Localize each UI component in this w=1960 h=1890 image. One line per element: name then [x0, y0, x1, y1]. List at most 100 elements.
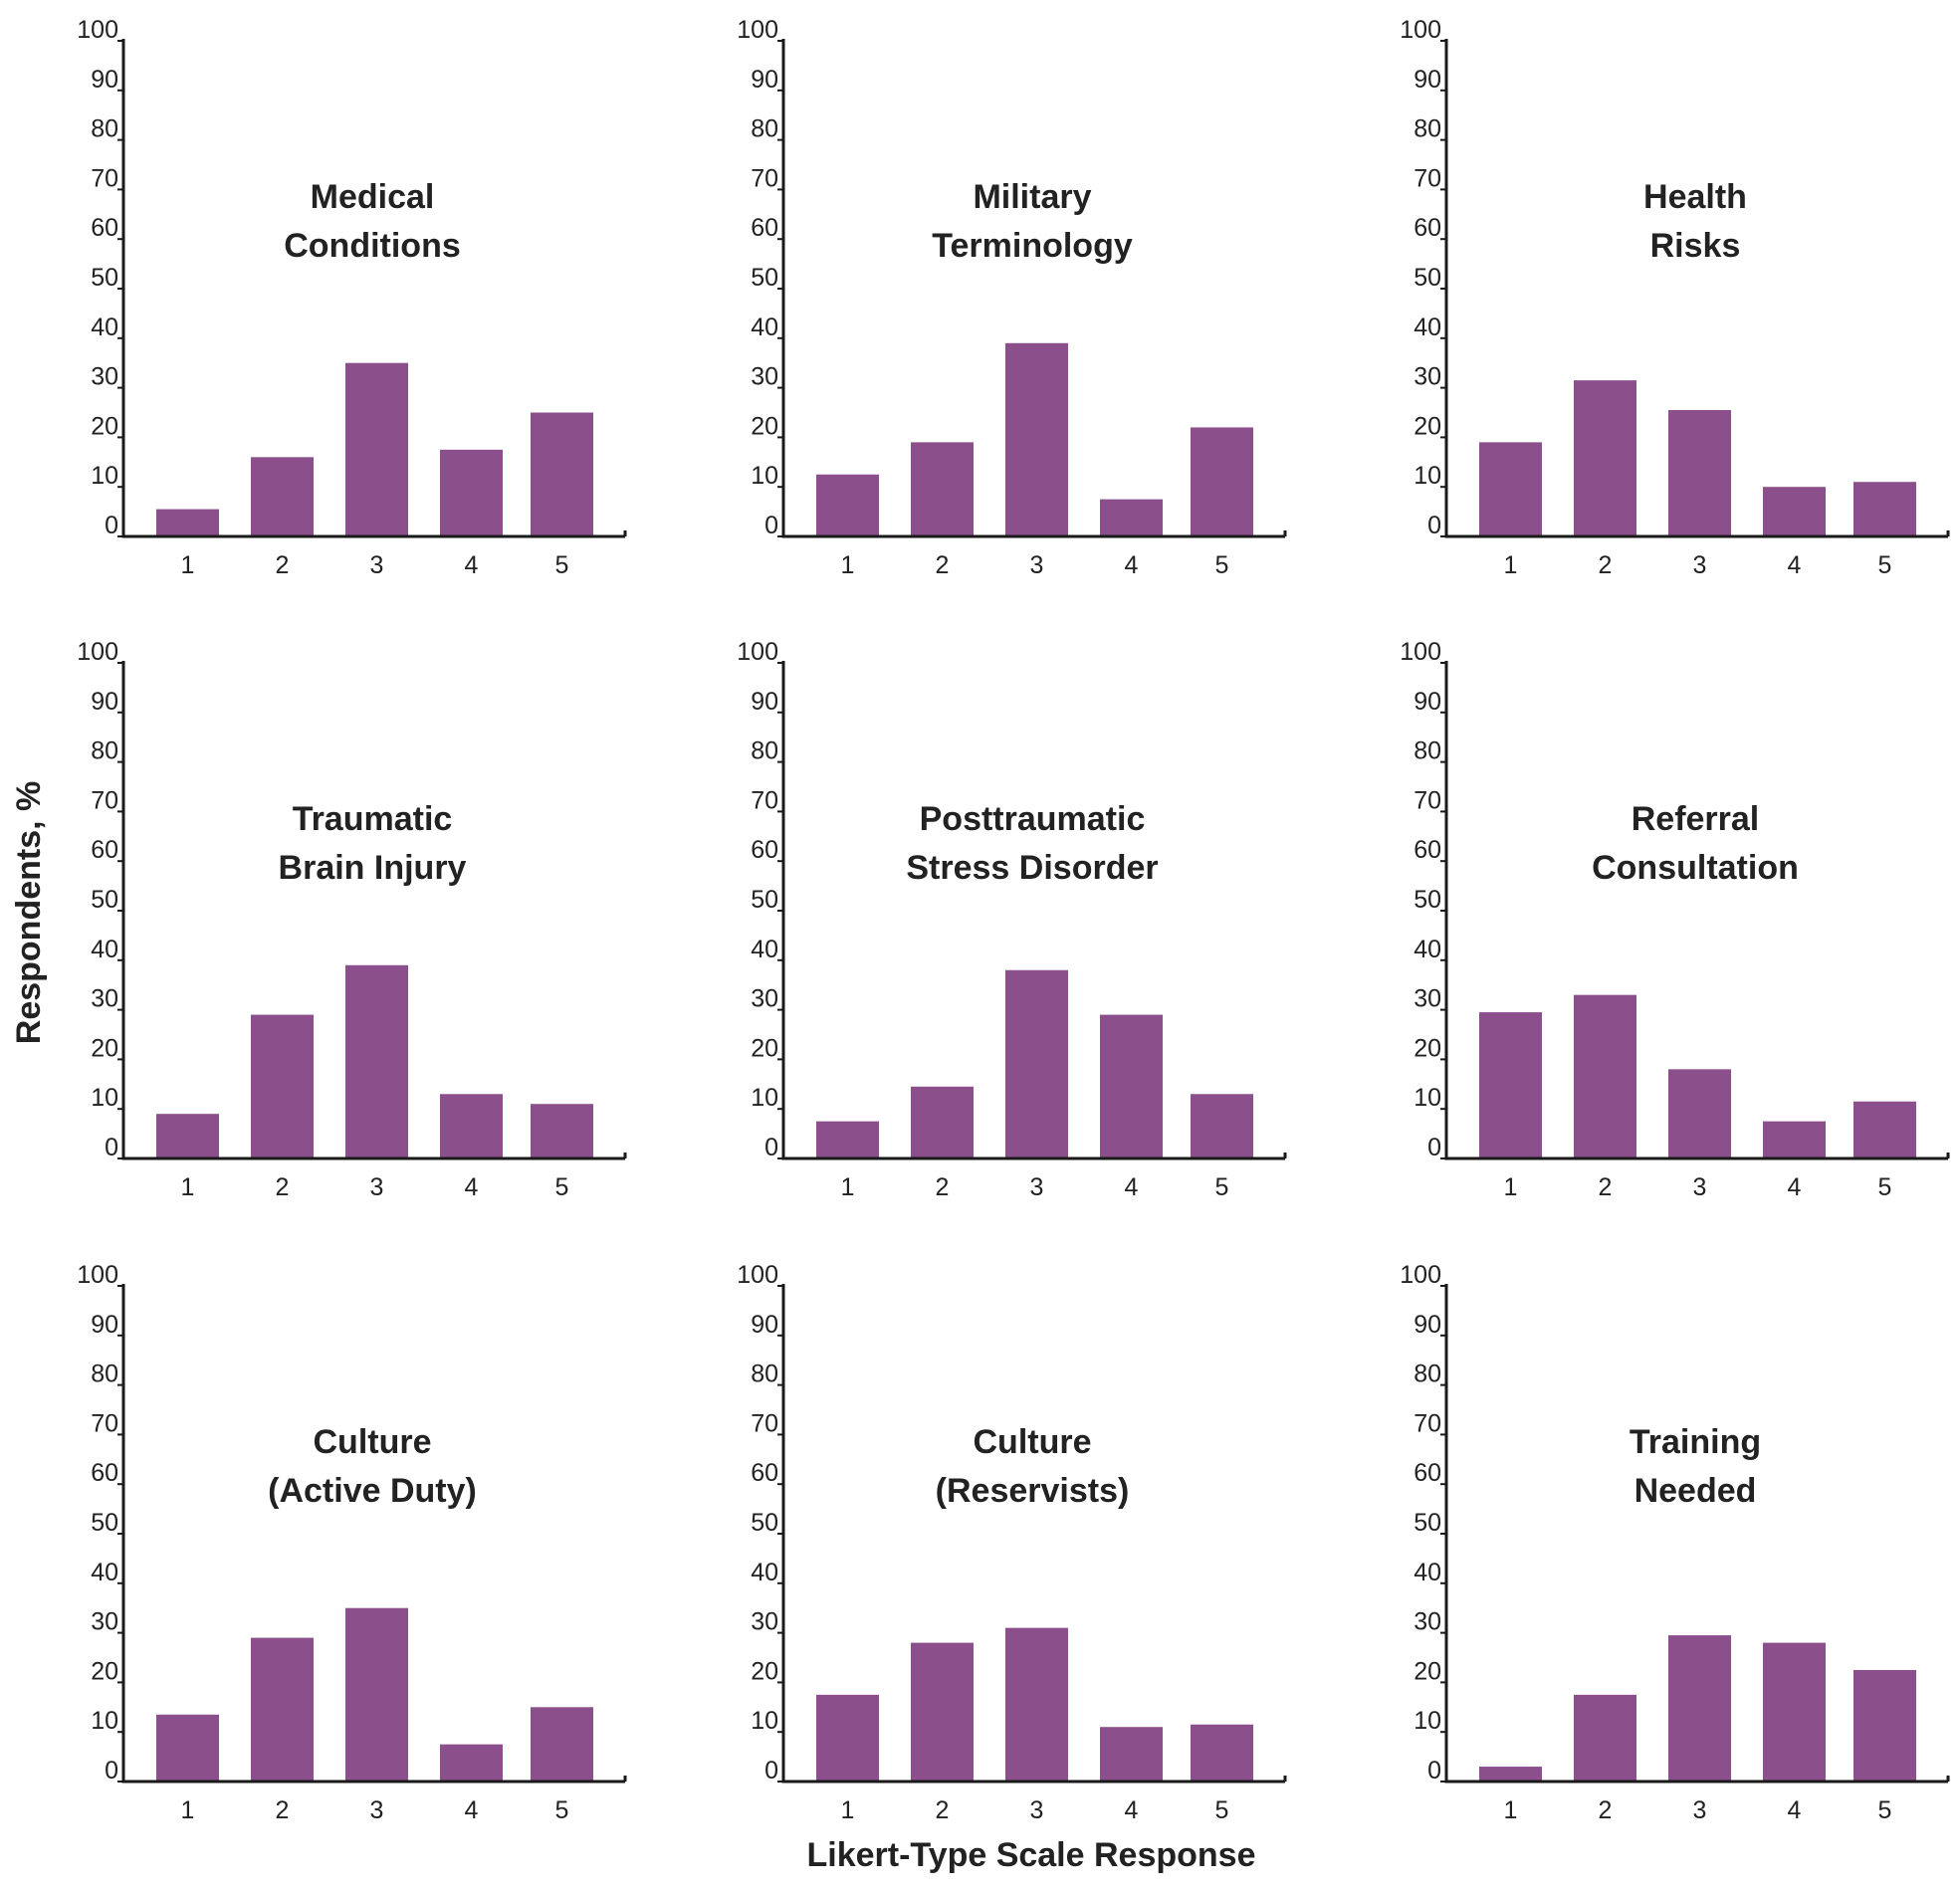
chart-title: Consultation [1592, 849, 1799, 887]
y-tick-label: 30 [1414, 1608, 1441, 1636]
x-tick-label: 2 [1599, 1173, 1613, 1201]
y-tick-label: 70 [91, 164, 118, 192]
x-tick-label: 3 [1030, 1796, 1044, 1824]
chart-panel-8: 0 10 20 30 40 50 60 70 80 90 100 1 2 3 4 5 Culture (Reser… [737, 1261, 1287, 1824]
bar [1100, 1014, 1163, 1158]
y-tick-label: 100 [1400, 16, 1441, 44]
bar [1574, 1694, 1636, 1782]
bar [1191, 1094, 1253, 1158]
bar [911, 1642, 974, 1782]
y-tick-label: 30 [751, 985, 778, 1013]
chart-panel-6: 0 10 20 30 40 50 60 70 80 90 100 1 2 3 4 5 Referral Consu… [1400, 638, 1950, 1201]
bar [1668, 410, 1731, 536]
y-tick-label: 80 [1414, 115, 1441, 143]
y-tick-label: 70 [751, 786, 778, 814]
chart-title: Military [973, 178, 1091, 216]
x-tick-label: 4 [1125, 1173, 1139, 1201]
y-tick-label: 60 [751, 1459, 778, 1487]
bar [156, 1714, 219, 1782]
bar [1191, 427, 1253, 536]
bar [1479, 1012, 1542, 1158]
x-tick-label: 3 [1030, 1173, 1044, 1201]
chart-panel-5: 0 10 20 30 40 50 60 70 80 90 100 1 2 3 4 5 Posttraumatic… [737, 638, 1287, 1201]
y-tick-label: 70 [1414, 786, 1441, 814]
chart-panel-2: 0 10 20 30 40 50 60 70 80 90 100 1 2 3 4 5 Military Termi… [737, 16, 1287, 579]
y-tick-label: 50 [1414, 886, 1441, 914]
y-tick-label: 10 [1414, 1084, 1441, 1112]
x-tick-label: 1 [181, 1173, 195, 1201]
bar [345, 964, 408, 1158]
x-tick-label: 5 [555, 551, 569, 579]
y-tick-label: 20 [91, 412, 118, 440]
bar [1668, 1635, 1731, 1782]
bar [911, 442, 974, 536]
y-tick-label: 60 [91, 1459, 118, 1487]
y-tick-label: 50 [91, 886, 118, 914]
bar [1574, 380, 1636, 536]
bar [1005, 969, 1068, 1158]
y-tick-label: 90 [91, 66, 118, 94]
chart-panel-3: 0 10 20 30 40 50 60 70 80 90 100 1 2 3 4 5 Health Risks [1400, 16, 1950, 579]
chart-title: (Reservists) [936, 1472, 1130, 1510]
y-tick-label: 10 [91, 1084, 118, 1112]
bar [1763, 1121, 1826, 1158]
x-tick-label: 5 [1215, 551, 1229, 579]
y-tick-label: 50 [1414, 264, 1441, 292]
y-tick-label: 10 [1414, 462, 1441, 490]
chart-title: Medical [311, 178, 435, 216]
y-tick-label: 50 [751, 886, 778, 914]
y-tick-label: 10 [1414, 1707, 1441, 1735]
bar [1853, 1101, 1916, 1158]
x-tick-label: 1 [181, 551, 195, 579]
y-tick-label: 80 [1414, 737, 1441, 765]
y-tick-label: 100 [1400, 1261, 1441, 1289]
y-tick-label: 0 [105, 512, 118, 539]
y-tick-label: 30 [1414, 985, 1441, 1013]
x-tick-label: 3 [1030, 551, 1044, 579]
x-tick-label: 5 [555, 1796, 569, 1824]
y-tick-label: 70 [751, 164, 778, 192]
y-tick-label: 80 [751, 737, 778, 765]
x-tick-label: 1 [181, 1796, 195, 1824]
x-tick-label: 1 [841, 551, 855, 579]
bar [345, 362, 408, 536]
y-tick-label: 0 [105, 1134, 118, 1161]
chart-title: Terminology [932, 227, 1133, 265]
y-tick-label: 20 [1414, 1034, 1441, 1062]
x-tick-label: 4 [1788, 1173, 1802, 1201]
y-tick-label: 60 [1414, 214, 1441, 242]
y-tick-label: 40 [91, 936, 118, 963]
bar [1005, 342, 1068, 536]
x-tick-label: 2 [276, 551, 290, 579]
y-tick-label: 90 [1414, 1311, 1441, 1339]
y-tick-label: 20 [751, 1034, 778, 1062]
chart-title: Brain Injury [279, 849, 467, 887]
y-tick-label: 90 [91, 1311, 118, 1339]
y-axis-title: Respondents, % [10, 781, 48, 1044]
y-tick-label: 90 [1414, 66, 1441, 94]
y-tick-label: 50 [751, 1509, 778, 1537]
bar [345, 1607, 408, 1782]
chart-title: Needed [1634, 1472, 1757, 1510]
chart-title: Stress Disorder [906, 849, 1158, 887]
y-tick-label: 90 [1414, 688, 1441, 716]
bar [1100, 499, 1163, 536]
y-tick-label: 90 [751, 688, 778, 716]
chart-panel-1: 0 10 20 30 40 50 60 70 80 90 100 1 2 3 4 5 Medical Condit… [77, 16, 627, 579]
x-tick-label: 3 [370, 551, 384, 579]
y-tick-label: 0 [105, 1757, 118, 1785]
y-tick-label: 50 [1414, 1509, 1441, 1537]
chart-panel-4: 0 10 20 30 40 50 60 70 80 90 100 1 2 3 4 5 Traumatic Brai… [77, 638, 627, 1201]
x-tick-label: 1 [1504, 551, 1518, 579]
y-tick-label: 10 [751, 1084, 778, 1112]
bar [1005, 1627, 1068, 1782]
y-tick-label: 40 [751, 314, 778, 341]
y-tick-label: 30 [1414, 363, 1441, 391]
bar [1853, 482, 1916, 536]
y-tick-label: 100 [77, 638, 118, 666]
y-tick-label: 0 [764, 512, 778, 539]
y-tick-label: 20 [1414, 412, 1441, 440]
y-tick-label: 30 [751, 363, 778, 391]
y-tick-label: 50 [91, 1509, 118, 1537]
